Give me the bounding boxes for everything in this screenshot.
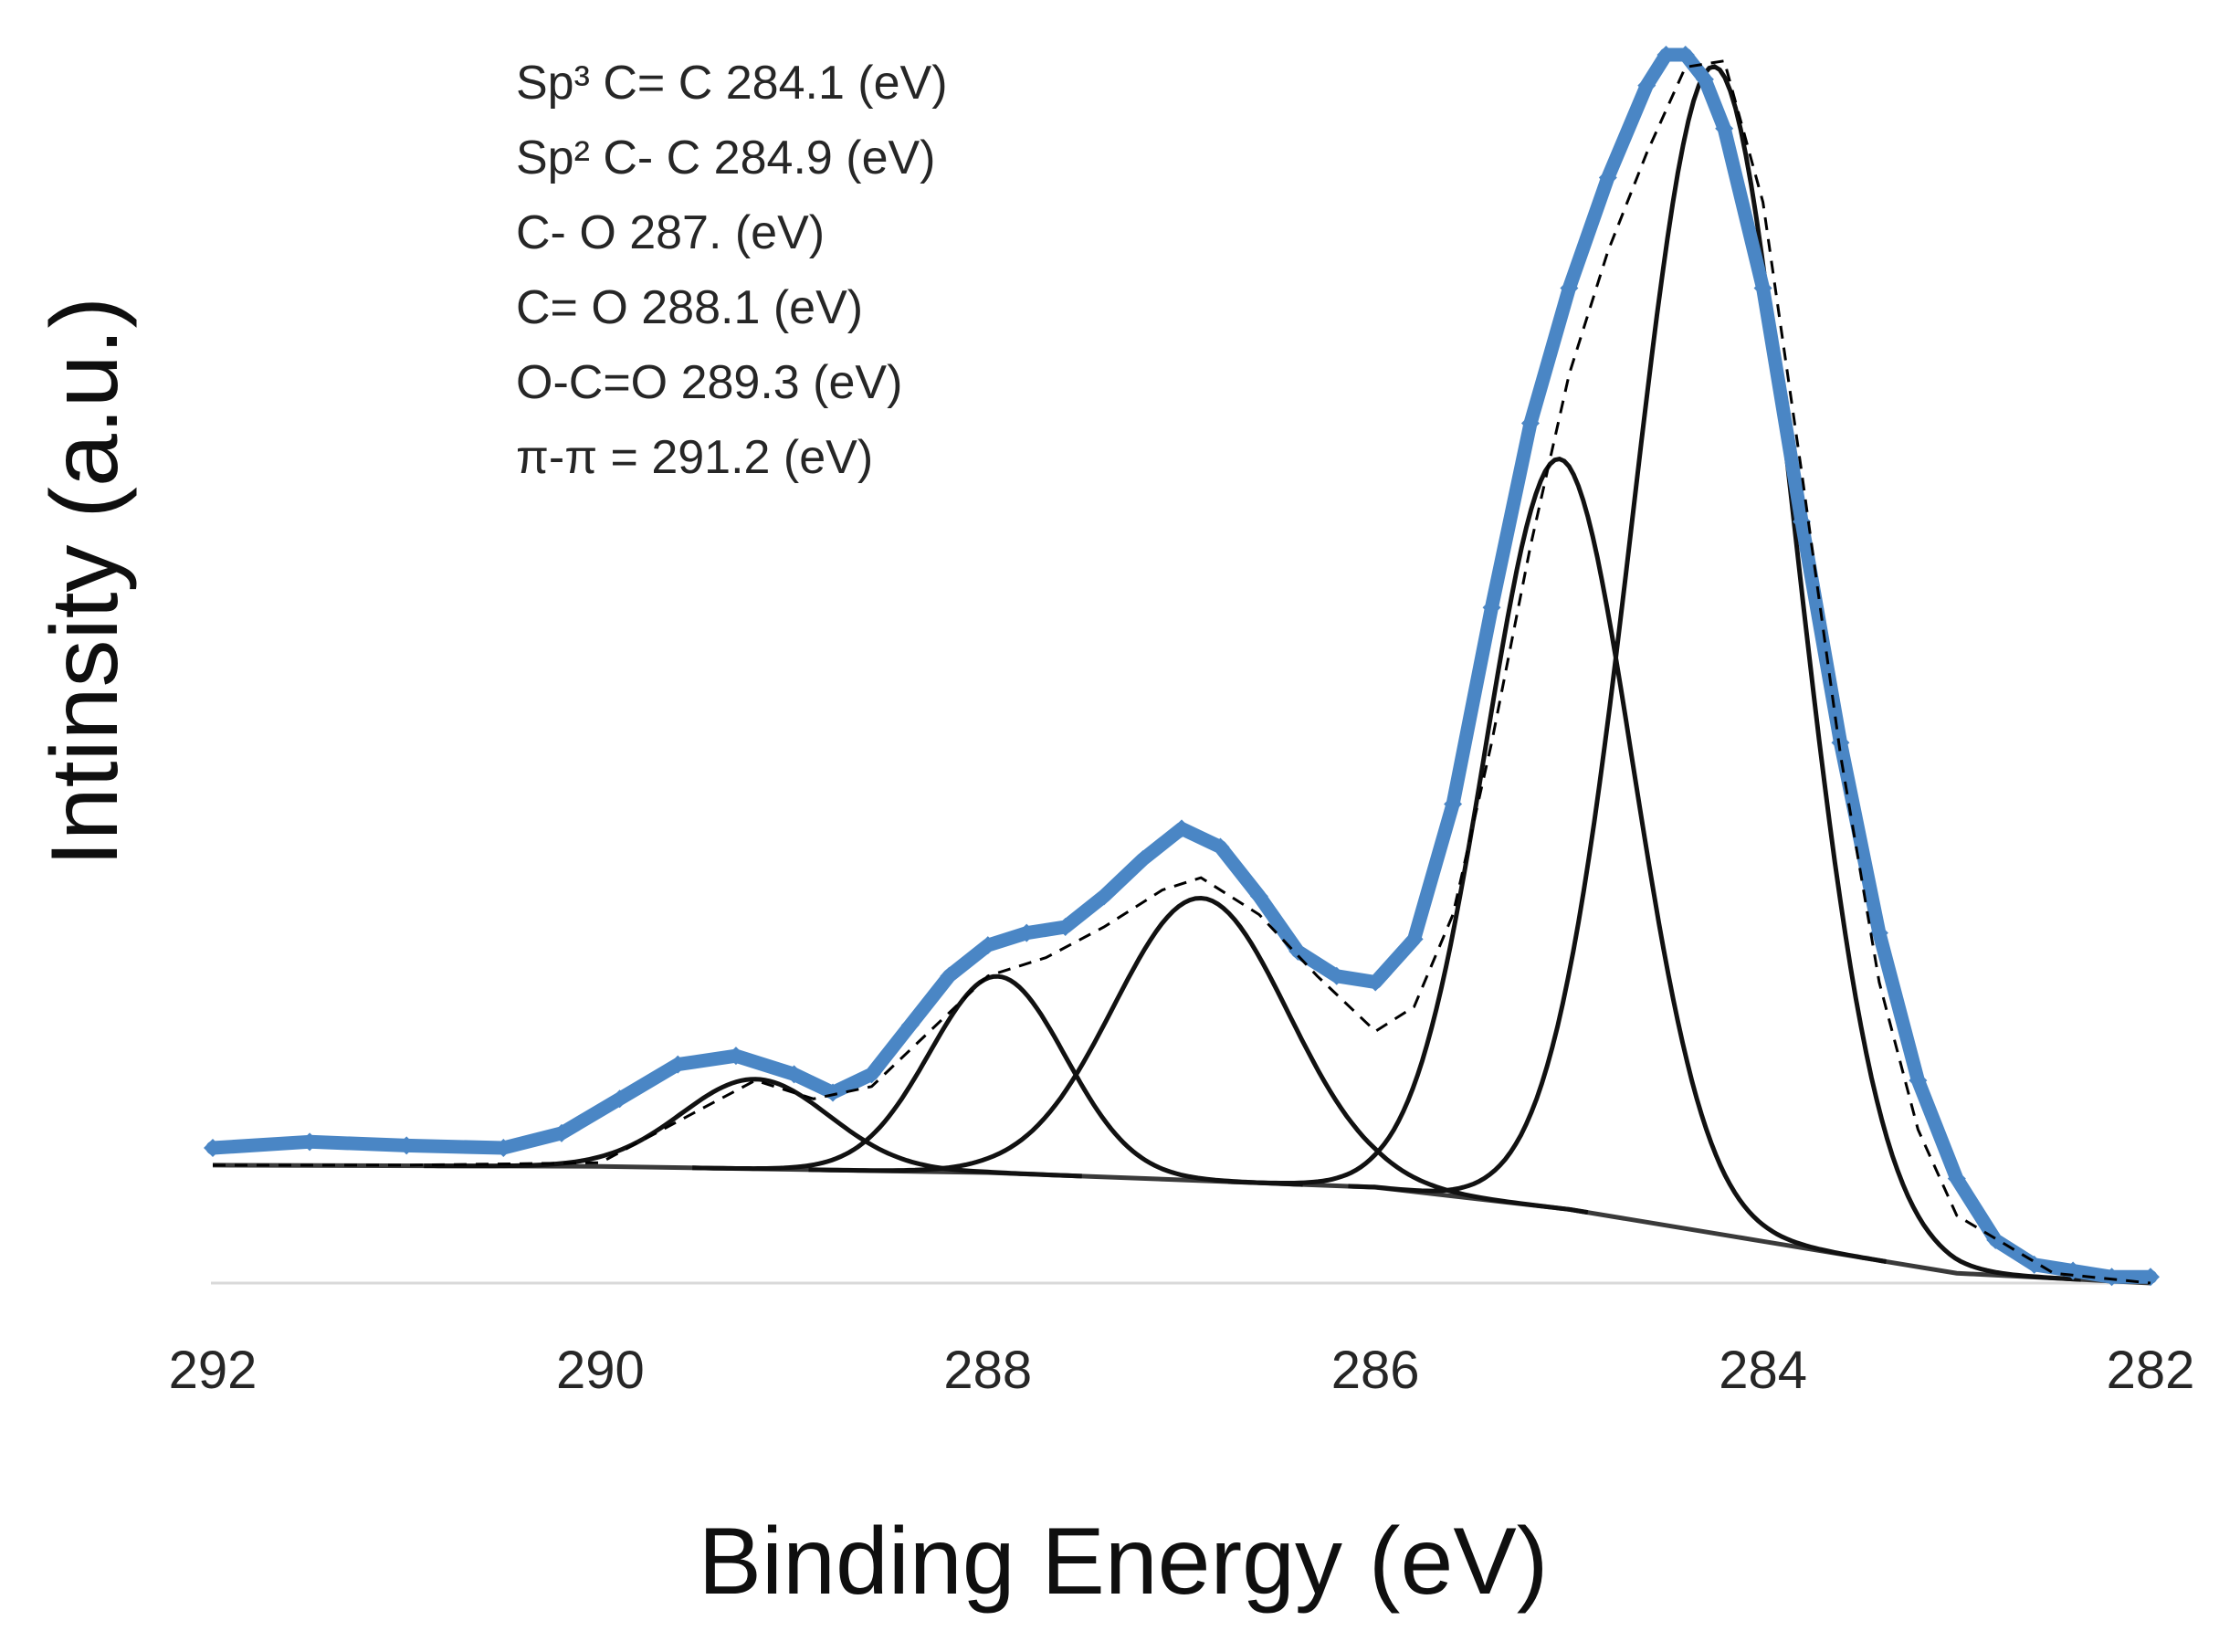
x-axis-title: Binding Energy (eV) [699,1509,1549,1615]
experimental-point [2141,1268,2160,1287]
experimental-point [1288,942,1308,961]
experimental-point [1869,923,1888,942]
experimental-point [668,1055,688,1074]
envelope-line [213,59,2151,1285]
experimental-point [1909,1071,1928,1090]
experimental-point [1676,46,1695,64]
baseline-layer [212,1163,2151,1286]
experimental-point [1249,887,1268,906]
experimental-point [940,966,959,985]
experimental-point [610,1089,629,1109]
experimental-point [1793,512,1812,531]
component-curve [424,1077,1082,1179]
peak-label-c-double-o: C= O 288.1 (eV) [516,281,863,334]
experimental-point [900,1015,920,1035]
experimental-point [1211,837,1230,857]
component-curve [692,973,1303,1187]
peak-label-o-c-o: O-C=O 289.3 (eV) [516,356,902,409]
experimental-point [1482,598,1501,617]
experimental-point [1715,119,1734,138]
experimental-point [1173,819,1191,838]
envelope-layer [213,59,2151,1285]
experimental-point [1695,69,1714,89]
experimental-point [552,1123,571,1142]
peak-label-sp2: Sp² C- C 284.9 (eV) [516,132,936,184]
experimental-point [1404,930,1424,949]
experimental-point [1637,76,1656,95]
experimental-point [1366,973,1385,992]
x-tick-label: 284 [1719,1341,1807,1400]
peak-label-pi-pi: π-π = 291.2 (eV) [516,431,873,484]
x-tick-label: 288 [943,1341,1032,1400]
experimental-point [300,1132,320,1152]
experimental-point [1656,46,1676,64]
experimental-point [2102,1268,2121,1287]
experimental-point [1947,1169,1966,1188]
experimental-trace [205,47,2158,1284]
experimental-point [784,1065,804,1084]
experimental-points-layer [204,46,2160,1287]
experimental-point [1753,279,1772,298]
component-curve [1348,64,2081,1282]
x-tick-label: 286 [1331,1341,1420,1400]
experimental-point [1133,849,1152,868]
experimental-point [862,1065,881,1084]
x-tick-label: 282 [2107,1341,2195,1400]
experimental-point [204,1139,222,1158]
components-layer [424,64,2081,1282]
experimental-point [824,1083,843,1102]
plot-area [204,46,2160,1287]
experimental-point [726,1047,745,1066]
experimental-point [1444,794,1463,814]
peak-label-sp3: Sp³ C= C 284.1 (eV) [516,57,948,110]
experimental-point [1831,733,1850,752]
baseline-line [212,1163,2151,1286]
y-axis-title: Intinsity (a.u.) [32,297,138,867]
experimental-point [1017,923,1036,942]
x-tick-label: 292 [169,1341,258,1400]
experimental-point [978,936,997,955]
experimental-point [1598,168,1617,187]
experimental-point [1560,279,1579,298]
peak-annotations: Sp³ C= C 284.1 (eV) Sp² C- C 284.9 (eV) … [516,57,948,484]
experimental-point [1095,887,1114,906]
x-tick-label: 290 [556,1341,645,1400]
experimental-point [1056,917,1075,936]
experimental-point [1520,414,1540,433]
x-tick-labels: 292 290 288 286 284 282 [169,1341,2195,1400]
experimental-point [494,1139,513,1158]
experimental-point [1327,966,1346,985]
peak-label-c-o: C- O 287. (eV) [516,206,825,259]
experimental-point [397,1136,416,1155]
component-curve [1227,456,1887,1264]
